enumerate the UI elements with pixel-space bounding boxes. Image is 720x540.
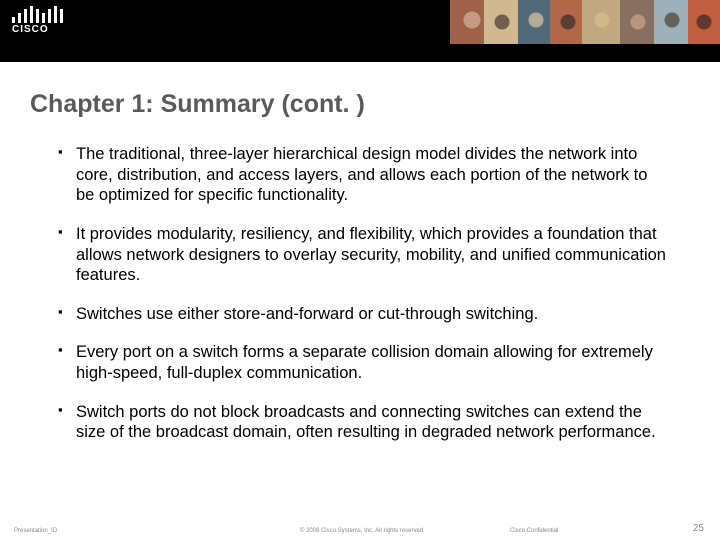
bullet-item: It provides modularity, resiliency, and … <box>58 224 668 286</box>
cisco-logo: CISCO <box>12 6 63 35</box>
slide-body: The traditional, three-layer hierarchica… <box>58 144 668 461</box>
cisco-logo-bars-icon <box>12 6 63 23</box>
slide-title: Chapter 1: Summary (cont. ) <box>30 90 365 119</box>
footer-page-number: 25 <box>693 523 704 534</box>
bullet-item: Switches use either store-and-forward or… <box>58 304 668 325</box>
footer-copyright: © 2008 Cisco Systems, Inc. All rights re… <box>300 528 425 534</box>
footer-confidential: Cisco Confidential <box>510 528 558 534</box>
footer-presentation-id: Presentation_ID <box>14 528 57 534</box>
bullet-item: The traditional, three-layer hierarchica… <box>58 144 668 206</box>
slide: CISCO Chapter 1: Summary (cont. ) The tr… <box>0 0 720 540</box>
bullet-item: Switch ports do not block broadcasts and… <box>58 402 668 443</box>
header-photo-strip <box>450 0 720 44</box>
header-bar: CISCO <box>0 0 720 62</box>
bullet-item: Every port on a switch forms a separate … <box>58 342 668 383</box>
footer: Presentation_ID © 2008 Cisco Systems, In… <box>0 518 720 540</box>
cisco-logo-text: CISCO <box>12 24 63 35</box>
